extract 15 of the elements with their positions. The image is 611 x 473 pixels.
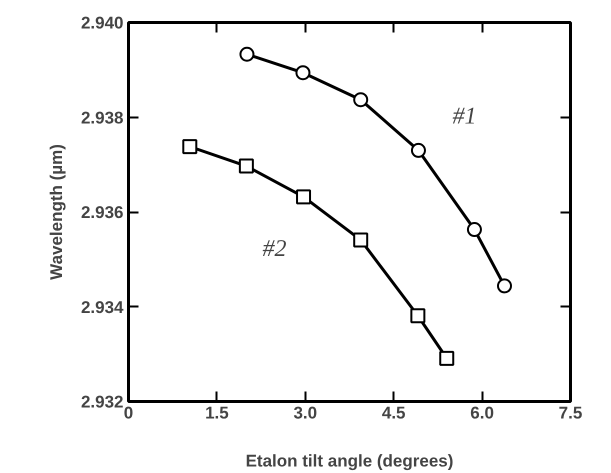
y-tick-label: 2.940 <box>80 14 124 32</box>
x-tick-label: 1.5 <box>205 404 229 422</box>
x-tick-label: 7.5 <box>558 404 582 422</box>
y-tick-label: 2.936 <box>80 203 124 222</box>
x-tick-label: 4.5 <box>382 404 406 422</box>
y-tick-label: 2.938 <box>80 108 124 128</box>
x-axis-title: Etalon tilt angle (degrees) <box>246 452 454 470</box>
series-label: #1 <box>452 103 476 130</box>
y-tick-label: 2.934 <box>80 298 124 317</box>
y-axis-title: Wavelength (µm) <box>46 144 66 280</box>
x-tick-label: 6.0 <box>470 404 494 422</box>
y-tick-label: 2.932 <box>80 392 124 412</box>
x-tick-label: 0 <box>124 404 134 422</box>
x-tick-label: 3.0 <box>293 404 318 422</box>
series-label: #2 <box>262 236 287 262</box>
